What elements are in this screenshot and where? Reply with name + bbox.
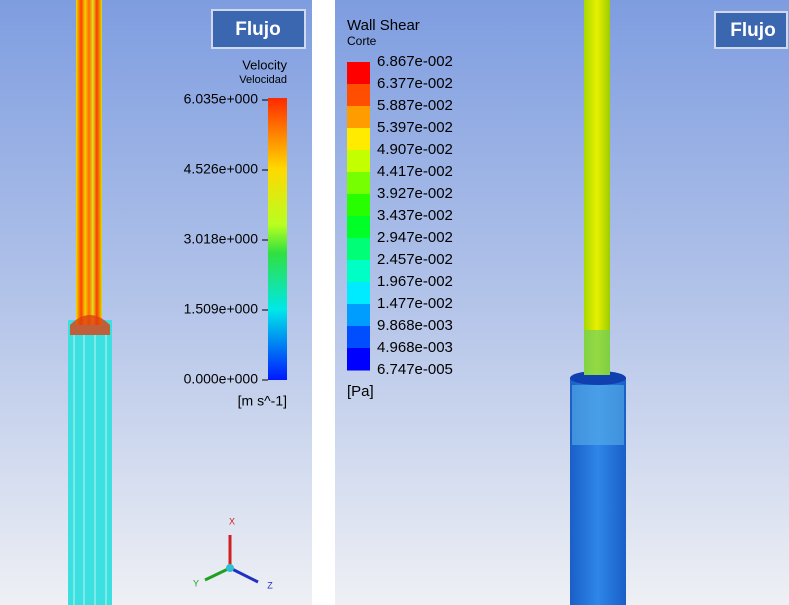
legend-label: 4.417e-002 (377, 163, 453, 180)
colorbar-band (347, 128, 370, 151)
legend-label: 3.437e-002 (377, 207, 453, 224)
legend-unit: [m s^-1] (238, 393, 287, 409)
colorbar-band (347, 282, 370, 305)
pipe-base (584, 330, 610, 375)
pipe (584, 0, 610, 375)
legend-label: 1.967e-002 (377, 273, 453, 290)
legend-label: 2.457e-002 (377, 251, 453, 268)
cylinder-band (572, 385, 624, 445)
legend-label: 4.907e-002 (377, 141, 453, 158)
triad-y: Y (193, 578, 199, 588)
legend-label: 6.377e-002 (377, 75, 453, 92)
colorbar-band (347, 304, 370, 327)
colorbar-band (347, 62, 370, 85)
button-label: Flujo (730, 20, 775, 41)
legend-label: 1.509e+000 (184, 301, 259, 317)
colorbar-band (347, 84, 370, 107)
colorbar-band (347, 106, 370, 129)
legend-label: 6.867e-002 (377, 53, 453, 70)
legend-title: Wall Shear (347, 17, 420, 34)
colorbar-band (347, 150, 370, 173)
legend-subtitle: Velocidad (239, 74, 287, 86)
pipe-lower (68, 320, 112, 605)
legend-label: 0.000e+000 (184, 371, 259, 387)
button-label: Flujo (235, 19, 280, 40)
legend-label: 2.947e-002 (377, 229, 453, 246)
colorbar-band (347, 216, 370, 239)
legend-label: 9.868e-003 (377, 317, 453, 334)
legend-label: 3.018e+000 (184, 231, 259, 247)
legend-unit: [Pa] (347, 383, 374, 400)
colorbar-band (347, 348, 370, 371)
legend-label: 5.397e-002 (377, 119, 453, 136)
left-panel (0, 0, 312, 605)
colorbar (268, 98, 287, 380)
legend-label: 4.968e-003 (377, 339, 453, 356)
legend-label: 1.477e-002 (377, 295, 453, 312)
legend-label: 5.887e-002 (377, 97, 453, 114)
pipe-upper (76, 0, 102, 325)
legend-title: Velocity (242, 57, 287, 72)
colorbar-band (347, 260, 370, 283)
colorbar-band (347, 326, 370, 349)
legend-label: 4.526e+000 (184, 161, 259, 177)
triad-x: X (229, 516, 235, 526)
triad-z: Z (267, 580, 273, 590)
colorbar-band (347, 238, 370, 261)
screenshot: Flujo Velocity Velocidad 6.035e+000 4.526… (0, 0, 789, 605)
colorbar-band (347, 194, 370, 217)
legend-label: 6.035e+000 (184, 91, 259, 107)
colorbar-band (347, 172, 370, 195)
legend-label: 3.927e-002 (377, 185, 453, 202)
legend-subtitle: Corte (347, 34, 377, 48)
legend-label: 6.747e-005 (377, 361, 453, 378)
